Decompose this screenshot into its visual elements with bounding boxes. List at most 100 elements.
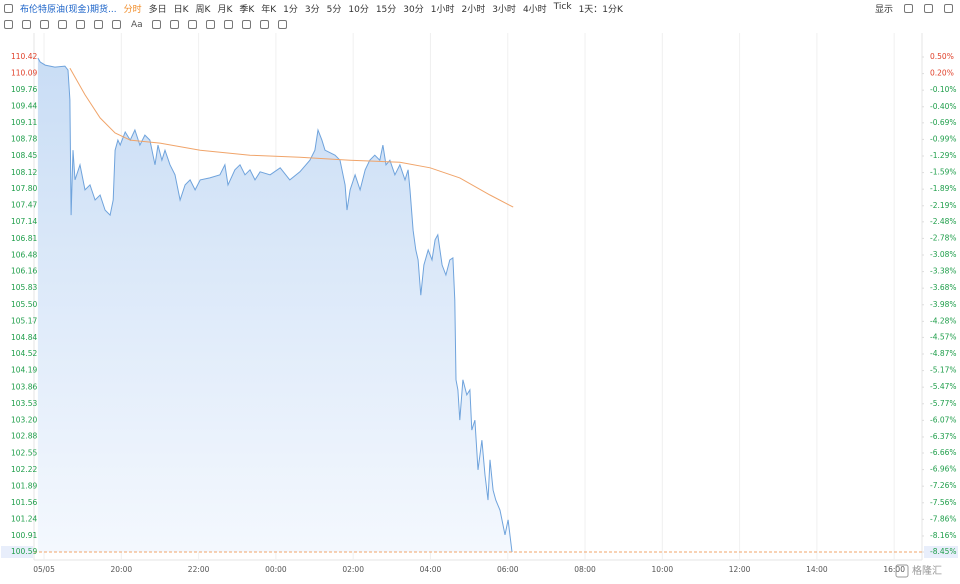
- text-tool[interactable]: Aa: [131, 19, 143, 30]
- x-tick-label: 10:00: [652, 565, 674, 574]
- measure-tool[interactable]: [94, 20, 103, 29]
- period-tab[interactable]: 分时: [123, 4, 142, 15]
- period-tab[interactable]: 5分: [326, 4, 342, 15]
- y2-tick-label: -7.56%: [930, 498, 957, 507]
- y2-tick-label: -7.26%: [930, 481, 957, 490]
- x-tick-label: 22:00: [188, 565, 210, 574]
- period-tab[interactable]: 30分: [403, 4, 424, 15]
- y-tick-label: 101.56: [11, 498, 37, 507]
- y2-tick-label: 0.20%: [930, 69, 954, 78]
- plot: [34, 57, 922, 553]
- y2-tick-label: -3.38%: [930, 267, 957, 276]
- y2-tick-label: -2.48%: [930, 217, 957, 226]
- watermark: 格隆汇: [895, 564, 942, 578]
- period-tab[interactable]: 年K: [261, 4, 277, 15]
- y2-tick-label: -0.40%: [930, 102, 957, 111]
- y2-tick-label: -5.17%: [930, 366, 957, 375]
- crosshair-tool[interactable]: [4, 20, 13, 29]
- symbol[interactable]: 布伦特原油(现金)期货...: [20, 4, 117, 15]
- display-button[interactable]: 显示: [874, 4, 893, 15]
- logo: [895, 564, 909, 578]
- x-tick-label: 05/05: [33, 565, 55, 574]
- x-tick-label: 20:00: [111, 565, 133, 574]
- y-tick-label: 106.81: [11, 234, 37, 243]
- y2-tick-label: -0.99%: [930, 134, 957, 143]
- x-tick-label: 08:00: [574, 565, 596, 574]
- settings-tool[interactable]: [277, 20, 287, 29]
- y2-tick-label: -7.86%: [930, 514, 957, 523]
- path-tool[interactable]: [40, 20, 49, 29]
- x-tick-label: 12:00: [729, 565, 751, 574]
- y-tick-label: 106.16: [11, 267, 37, 276]
- toolbar: 布伦特原油(现金)期货... 分时 多日 日K 周K 月K 季K 年K 1分 3分 5分 10分 15…: [0, 0, 960, 16]
- period-tab[interactable]: 1小时: [430, 4, 455, 15]
- note-tool[interactable]: [151, 20, 161, 29]
- period-tab[interactable]: Tick: [553, 1, 572, 12]
- y-tick-label: 106.48: [11, 250, 37, 259]
- period-tab[interactable]: 4小时: [522, 4, 547, 15]
- magnet-tool[interactable]: [187, 20, 197, 29]
- y-tick-label: 103.53: [11, 399, 37, 408]
- last-price-box: [1, 546, 33, 558]
- eye-tool[interactable]: [223, 20, 233, 29]
- y2-tick-label: -1.29%: [930, 151, 957, 160]
- y-tick-label: 105.17: [11, 316, 37, 325]
- y2-tick-label: -8.45%: [930, 547, 957, 556]
- brush-tool[interactable]: [169, 20, 179, 29]
- y2-tick-label: -1.59%: [930, 168, 957, 177]
- y2-tick-label: -2.78%: [930, 233, 957, 242]
- y-tick-label: 101.89: [11, 482, 37, 491]
- x-tick-label: 00:00: [265, 565, 287, 574]
- drawing-toolbar: Aa: [0, 17, 960, 32]
- arrow-tool[interactable]: [112, 20, 121, 29]
- period-tab[interactable]: 15分: [375, 4, 397, 15]
- period-tab[interactable]: 周K: [195, 4, 211, 15]
- y-tick-label: 104.52: [11, 349, 37, 358]
- period-tab[interactable]: 日K: [173, 4, 189, 15]
- camera-icon[interactable]: [924, 3, 933, 13]
- y-tick-label: 108.78: [11, 135, 37, 144]
- period-tab[interactable]: 2小时: [461, 4, 486, 15]
- y2-tick-label: -4.87%: [930, 349, 957, 358]
- period-tab[interactable]: 10分: [348, 4, 369, 15]
- period-tab[interactable]: 3小时: [492, 4, 516, 15]
- last-pct-box: [924, 546, 958, 558]
- chart: 05/05 20:00 22:00 00:00 02:00 04:00 06:00 08:00…: [1, 33, 958, 578]
- y2-tick-label: -4.28%: [930, 316, 957, 325]
- delete-tool[interactable]: [241, 20, 251, 29]
- period-tab[interactable]: 3分: [304, 4, 320, 15]
- settings-icon[interactable]: [904, 3, 913, 13]
- period-tab[interactable]: 季K: [239, 4, 255, 15]
- y-tick-label: 105.50: [11, 300, 37, 309]
- y-tick-label: 103.20: [11, 416, 37, 425]
- y-tick-label: 108.12: [11, 168, 37, 177]
- period-tab[interactable]: 月K: [217, 4, 233, 15]
- y-tick-label: 107.14: [11, 217, 37, 226]
- axes: 05/05 20:00 22:00 00:00 02:00 04:00 06:00 08:00…: [1, 52, 958, 574]
- periods: 分时 多日 日K 周K 月K 季K 年K 1分 3分 5分 10分 15分 30分 1小时 2小时 3小时 4小…: [124, 2, 630, 15]
- x-tick-label: 04:00: [420, 565, 442, 574]
- y-tick-label: 109.11: [11, 118, 37, 127]
- lock-tool[interactable]: [205, 20, 215, 29]
- fullscreen-icon[interactable]: [944, 3, 953, 13]
- pattern-tool[interactable]: [58, 20, 67, 29]
- y-tick-label: 105.83: [11, 283, 37, 292]
- y-tick-label: 107.47: [11, 201, 37, 210]
- period-tab[interactable]: 1分: [283, 4, 298, 15]
- y-tick-label: 102.22: [11, 465, 37, 474]
- price-line: [37, 57, 513, 553]
- fib-tool[interactable]: [76, 20, 85, 29]
- x-tick-label: 14:00: [806, 565, 828, 574]
- y-tick-label: 104.84: [11, 333, 37, 342]
- y-tick-label: 108.45: [11, 151, 37, 160]
- sidebar-icon[interactable]: [4, 3, 13, 13]
- y-tick-label: 110.42: [11, 52, 37, 61]
- period-tab[interactable]: 1天：1分K: [578, 4, 623, 15]
- line-tool[interactable]: [22, 20, 31, 29]
- link-tool[interactable]: [259, 20, 269, 29]
- y2-tick-label: -6.66%: [930, 448, 957, 457]
- area: [37, 58, 513, 552]
- period-tab[interactable]: 多日: [148, 4, 167, 15]
- x-tick-label: 06:00: [497, 565, 519, 574]
